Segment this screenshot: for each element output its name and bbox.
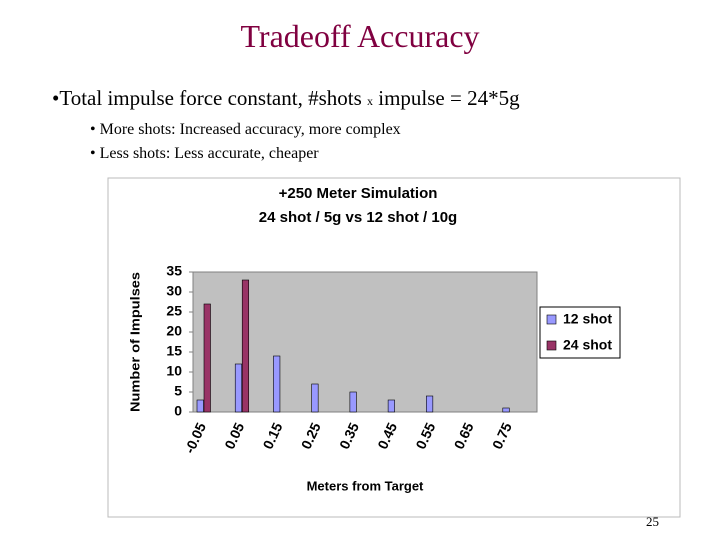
bullet-small: x xyxy=(367,94,373,108)
sub-bullet: More shots: Increased accuracy, more com… xyxy=(90,121,401,139)
bar xyxy=(203,303,211,413)
legend-swatch xyxy=(546,314,557,325)
y-tick-label: 0 xyxy=(174,403,182,419)
legend-swatch xyxy=(546,340,557,351)
page-number: 25 xyxy=(646,514,659,529)
bar xyxy=(502,407,510,413)
legend-label: 12 shot xyxy=(563,311,612,327)
bullet-text: impulse = 24*5g xyxy=(373,86,520,110)
bar xyxy=(349,391,357,413)
chart-title: +250 Meter Simulation xyxy=(279,185,438,202)
legend-label: 24 shot xyxy=(563,337,612,353)
bar xyxy=(273,355,281,413)
bar xyxy=(234,363,243,413)
y-tick-label: 35 xyxy=(166,263,182,279)
y-tick-label: 10 xyxy=(166,363,182,379)
sub-bullet: Less shots: Less accurate, cheaper xyxy=(90,145,319,163)
chart-title: 24 shot / 5g vs 12 shot / 10g xyxy=(259,209,457,226)
bar xyxy=(387,399,395,413)
y-tick-label: 25 xyxy=(166,303,182,319)
x-axis-label: Meters from Target xyxy=(307,478,424,493)
bar xyxy=(311,383,319,413)
bullet: Total impulse force constant, #shots x i… xyxy=(52,86,520,111)
y-tick-label: 30 xyxy=(166,283,182,299)
y-tick-label: 15 xyxy=(166,343,182,359)
bullet-text: Total impulse force constant, #shots xyxy=(59,86,367,110)
bar xyxy=(241,279,250,413)
bar xyxy=(196,399,204,413)
y-tick-label: 20 xyxy=(166,323,182,339)
y-tick-label: 5 xyxy=(174,383,182,399)
plot-area xyxy=(192,271,538,413)
bar xyxy=(426,395,434,413)
y-axis-label: Number of Impulses xyxy=(127,272,142,412)
slide-title: Tradeoff Accuracy xyxy=(240,18,480,54)
